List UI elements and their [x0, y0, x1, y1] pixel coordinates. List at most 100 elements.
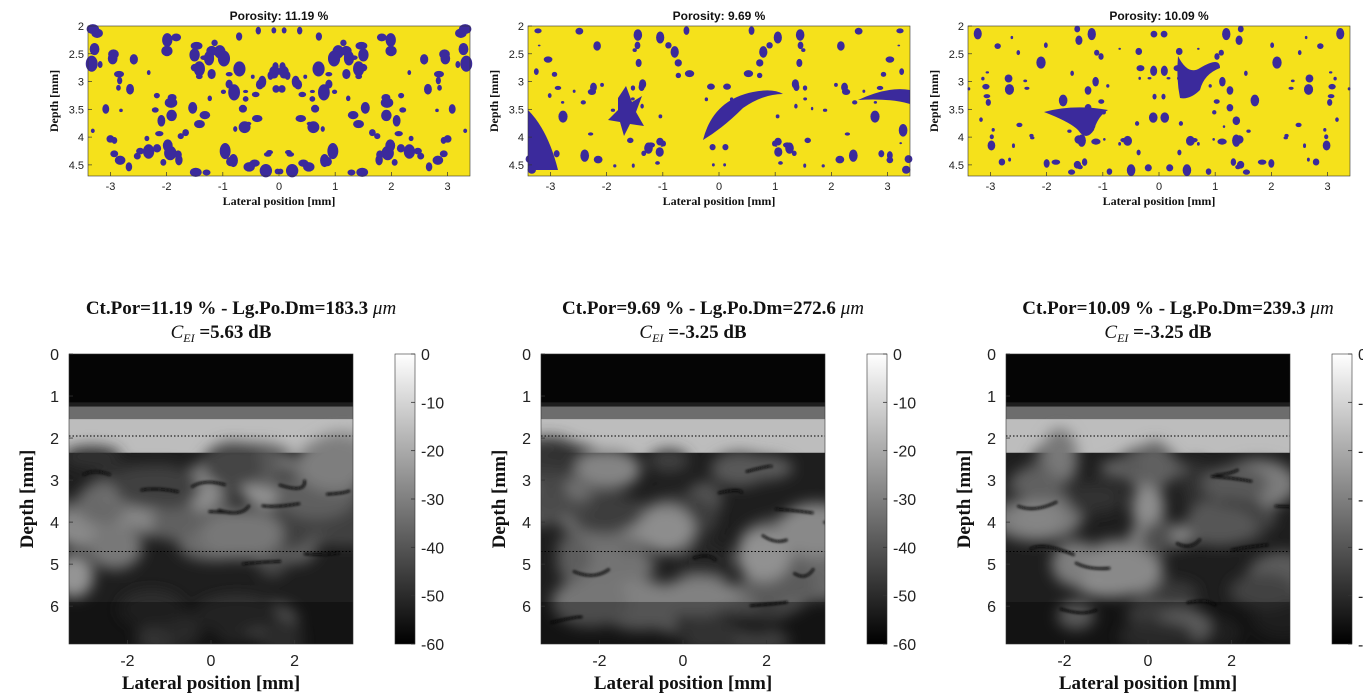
- pore: [1036, 56, 1046, 69]
- colorbar-tick-label: -50: [1358, 589, 1363, 606]
- pore: [263, 152, 272, 157]
- ultrasound-image-3: Ct.Por=10.09 % - Lg.Po.Dm=239.3 μm CEI =-…: [954, 298, 1363, 694]
- pore: [1091, 138, 1101, 145]
- pore: [1175, 47, 1183, 56]
- pore: [803, 163, 807, 168]
- x-tick-label: 1: [1212, 181, 1218, 193]
- pore-trace: [1074, 561, 1111, 570]
- pore: [177, 133, 184, 140]
- pore: [876, 85, 884, 90]
- speckle-blob: [777, 502, 825, 558]
- pore: [133, 152, 141, 160]
- x-tick-label: -2: [120, 653, 134, 670]
- colorbar-tick-label: -60: [421, 637, 444, 654]
- speckle-blob: [1182, 460, 1211, 507]
- speckle-texture: [1006, 428, 1290, 644]
- y-tick-label: 2: [518, 21, 524, 33]
- pore: [756, 59, 764, 67]
- pore: [417, 152, 425, 160]
- pore: [225, 71, 233, 77]
- pore: [1324, 134, 1329, 140]
- pore: [1094, 49, 1100, 56]
- pore: [1077, 164, 1083, 170]
- pore: [353, 61, 365, 77]
- pore: [106, 135, 115, 143]
- pore: [309, 96, 316, 102]
- pore: [870, 110, 880, 123]
- y-tick-label: 4.5: [69, 160, 84, 172]
- pore: [558, 110, 568, 123]
- pore-cluster: [967, 25, 1351, 177]
- pore: [381, 109, 392, 122]
- pore: [455, 61, 461, 69]
- pore: [656, 31, 665, 44]
- pore: [255, 26, 261, 35]
- pore: [723, 163, 727, 167]
- pore: [1226, 104, 1234, 112]
- x-tick-label: 2: [828, 181, 834, 193]
- pore: [1222, 125, 1226, 129]
- y-tick-label: 3: [518, 77, 524, 89]
- speckle-blob: [69, 445, 122, 468]
- speckle-blob: [1066, 481, 1124, 513]
- pore-trace: [692, 554, 717, 562]
- x-tick-label: -1: [1098, 181, 1108, 193]
- pore: [1150, 65, 1158, 77]
- colorbar-tick-label: -30: [1358, 492, 1363, 509]
- pore: [1196, 142, 1200, 146]
- pore: [380, 97, 394, 108]
- x-tick-label: -1: [218, 181, 228, 193]
- pore: [235, 32, 243, 41]
- pore: [580, 100, 586, 105]
- pore: [675, 72, 682, 79]
- pore: [369, 129, 376, 137]
- pore: [1023, 79, 1028, 83]
- pore: [164, 97, 178, 108]
- pore: [1244, 70, 1248, 76]
- pore: [1268, 159, 1275, 168]
- pore: [1208, 84, 1212, 88]
- speckle-blob: [660, 575, 738, 617]
- pore: [211, 39, 218, 47]
- pore: [766, 42, 773, 49]
- pore: [188, 102, 198, 114]
- pore: [251, 114, 263, 123]
- pore: [376, 150, 384, 160]
- pore: [1237, 25, 1244, 33]
- x-axis-label: Lateral position [mm]: [223, 194, 336, 208]
- y-tick-label: 4: [522, 515, 531, 532]
- colorbar-tick-label: -10: [1358, 395, 1363, 412]
- y-tick-label: 4: [958, 132, 964, 144]
- pore: [320, 126, 325, 132]
- pore: [844, 132, 851, 136]
- y-tick-label: 1: [522, 389, 531, 406]
- colorbar-tick-label: -10: [893, 395, 916, 412]
- pore-trace: [1059, 607, 1098, 614]
- pore: [1214, 53, 1220, 60]
- speckle-blob: [1184, 504, 1257, 546]
- pore: [1258, 160, 1263, 164]
- speckle-blob: [200, 508, 284, 560]
- pore: [355, 41, 368, 50]
- pore: [885, 56, 895, 63]
- pore: [1126, 164, 1136, 177]
- pore: [670, 46, 679, 58]
- pore: [794, 103, 798, 109]
- pore: [1197, 47, 1200, 50]
- pore: [1103, 138, 1106, 141]
- pore: [896, 28, 904, 34]
- x-tick-label: -3: [106, 181, 116, 193]
- pore: [312, 61, 325, 77]
- x-tick-label: 3: [444, 181, 450, 193]
- speckle-blob: [541, 493, 591, 519]
- pore: [182, 129, 189, 137]
- pore: [217, 50, 231, 67]
- pore: [1297, 50, 1302, 56]
- pore: [171, 33, 182, 42]
- pore: [533, 68, 539, 75]
- cei-symbol: C: [639, 322, 652, 343]
- x-tick-label: -3: [986, 181, 996, 193]
- pore: [151, 107, 159, 113]
- pore: [1272, 56, 1282, 69]
- pore-trace: [261, 502, 301, 508]
